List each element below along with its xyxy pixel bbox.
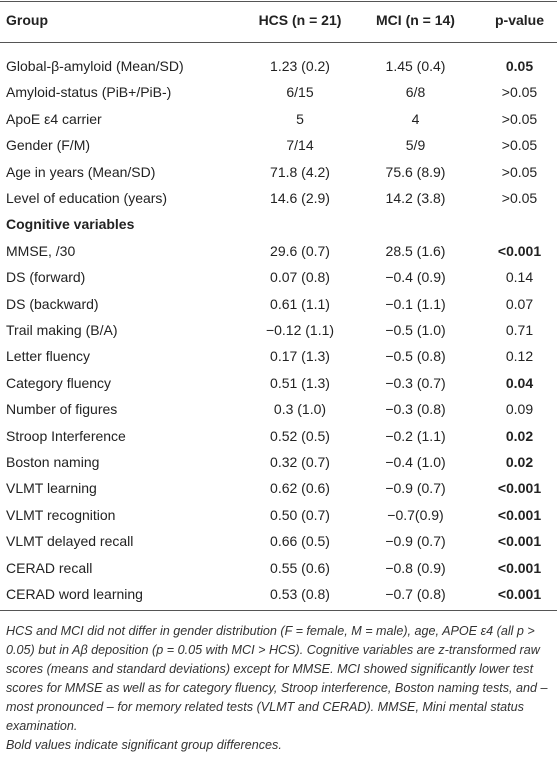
- table-cell: >0.05: [501, 84, 538, 101]
- table-cell: 0.04: [505, 374, 534, 391]
- table-cell: 0.62 (0.6): [270, 480, 330, 497]
- table-cell: 0.51 (1.3): [270, 374, 330, 391]
- table-cell: 29.6 (0.7): [270, 242, 330, 259]
- row-label: Category fluency: [6, 374, 112, 391]
- table-cell: 0.50 (0.7): [270, 506, 330, 523]
- table-cell: −0.9 (0.7): [385, 533, 446, 550]
- table-cell: 7/14: [286, 137, 314, 154]
- column-header: MCI (n = 14): [376, 12, 455, 28]
- row-label: Amyloid-status (PiB+/PiB-): [6, 84, 172, 101]
- table-cell: <0.001: [497, 559, 542, 576]
- table-cell: 0.66 (0.5): [270, 533, 330, 550]
- row-label: Global-β-amyloid (Mean/SD): [6, 58, 184, 74]
- table-cell: 0.09: [505, 401, 534, 418]
- table-cell: 0.07 (0.8): [270, 269, 330, 286]
- row-label: Number of figures: [6, 401, 118, 418]
- row-label: Stroop Interference: [6, 427, 126, 444]
- table-cell: >0.05: [501, 137, 538, 154]
- table-cell: 28.5 (1.6): [385, 242, 446, 259]
- section-label: Cognitive variables: [6, 216, 135, 233]
- table-cell: >0.05: [501, 110, 538, 127]
- bottom-rule: [0, 610, 557, 611]
- top-rule: [0, 1, 557, 2]
- table-cell: 0.14: [505, 269, 534, 286]
- row-label: Trail making (B/A): [6, 322, 118, 338]
- table-cell: 0.55 (0.6): [270, 559, 330, 576]
- table-cell: <0.001: [497, 480, 542, 497]
- row-label: Gender (F/M): [6, 137, 91, 154]
- table-cell: −0.5 (1.0): [385, 322, 446, 338]
- table-cell: 0.61 (1.1): [270, 295, 330, 312]
- row-label: Level of education (years): [6, 190, 168, 206]
- table-cell: <0.001: [497, 242, 542, 259]
- table-cell: −0.3 (0.7): [385, 374, 446, 391]
- table-cell: 14.6 (2.9): [270, 190, 330, 206]
- table-cell: 0.17 (1.3): [270, 348, 330, 365]
- table-cell: <0.001: [497, 506, 542, 523]
- table-cell: 0.52 (0.5): [270, 427, 330, 444]
- table-cell: 0.71: [505, 322, 534, 338]
- row-label: VLMT recognition: [6, 506, 116, 523]
- footnote-text: HCS and MCI did not differ in gender dis…: [6, 624, 548, 733]
- column-header: p-value: [494, 12, 544, 28]
- footnote-text: Bold values indicate significant group d…: [6, 738, 282, 752]
- table-cell: −0.4 (1.0): [385, 454, 446, 470]
- table-cell: 75.6 (8.9): [385, 163, 446, 180]
- table-cell: <0.001: [497, 586, 542, 602]
- table-cell: 1.23 (0.2): [270, 58, 330, 74]
- row-label: CERAD recall: [6, 559, 93, 576]
- table-cell: 14.2 (3.8): [385, 190, 446, 206]
- table-cell: −0.12 (1.1): [265, 322, 335, 338]
- table-cell: <0.001: [497, 533, 542, 550]
- table-cell: −0.2 (1.1): [385, 427, 446, 444]
- row-label: Letter fluency: [6, 348, 91, 365]
- table-cell: 0.53 (0.8): [270, 586, 330, 602]
- table-cell: −0.1 (1.1): [385, 295, 446, 312]
- footnote: HCS and MCI did not differ in gender dis…: [6, 622, 554, 755]
- table-cell: 0.12: [505, 348, 534, 365]
- table-cell: 0.05: [505, 58, 534, 74]
- table-cell: −0.9 (0.7): [385, 480, 446, 497]
- row-label: Boston naming: [6, 454, 100, 470]
- table-cell: 0.3 (1.0): [273, 401, 327, 418]
- table-cell: 71.8 (4.2): [270, 163, 330, 180]
- table-cell: −0.8 (0.9): [385, 559, 446, 576]
- header-rule: [0, 42, 557, 43]
- table-cell: 0.02: [505, 454, 534, 470]
- table-cell: 0.07: [505, 295, 534, 312]
- column-header: Group: [6, 12, 48, 28]
- table-cell: −0.3 (0.8): [385, 401, 446, 418]
- table-cell: 6/15: [286, 84, 314, 101]
- row-label: VLMT learning: [6, 480, 97, 497]
- column-header: HCS (n = 21): [258, 12, 342, 28]
- row-label: Age in years (Mean/SD): [6, 163, 156, 180]
- table-cell: −0.7 (0.8): [385, 586, 446, 602]
- row-label: DS (forward): [6, 269, 86, 286]
- table-cell: 1.45 (0.4): [385, 58, 446, 74]
- row-label: DS (backward): [6, 295, 99, 312]
- table-cell: >0.05: [501, 163, 538, 180]
- table-cell: 0.32 (0.7): [270, 454, 330, 470]
- table-cell: 0.02: [505, 427, 534, 444]
- table-cell: 6/8: [405, 84, 426, 101]
- table-cell: −0.7(0.9): [387, 506, 444, 523]
- table-cell: 5: [296, 110, 304, 127]
- table-cell: 4: [411, 110, 420, 127]
- table-cell: −0.5 (0.8): [385, 348, 446, 365]
- table-cell: 5/9: [405, 137, 426, 154]
- row-label: ApoE ε4 carrier: [6, 110, 102, 127]
- table-cell: −0.4 (0.9): [385, 269, 446, 286]
- row-label: CERAD word learning: [6, 586, 143, 602]
- row-label: MMSE, /30: [6, 242, 76, 259]
- row-label: VLMT delayed recall: [6, 533, 134, 550]
- table-cell: >0.05: [501, 190, 538, 206]
